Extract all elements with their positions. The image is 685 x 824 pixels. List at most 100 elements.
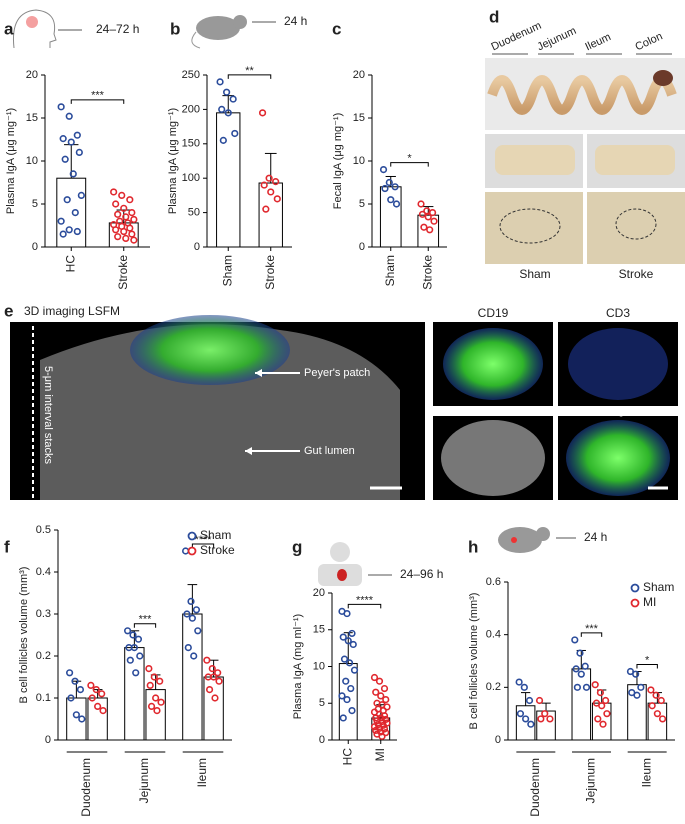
y-tick-label: 0.2 (36, 650, 51, 662)
sig-bracket (191, 543, 215, 548)
data-point (381, 184, 389, 193)
data-point (377, 692, 385, 700)
data-point (347, 684, 355, 693)
data-point (122, 213, 130, 221)
arrow-label: Gut lumen (304, 445, 355, 457)
data-point (71, 677, 79, 685)
segment-label: Ileum (583, 31, 612, 53)
y-tick-label: 15 (353, 112, 365, 124)
x-tick-label: Stroke (116, 255, 130, 290)
data-point (67, 694, 75, 702)
data-point (383, 703, 391, 711)
x-tick-label: Sham (220, 255, 234, 286)
sig-bracket (636, 664, 658, 669)
lsfm-images (10, 315, 678, 500)
timepoint: 24–72 h (96, 22, 139, 36)
sig-bracket (227, 74, 272, 79)
data-point (598, 702, 606, 710)
data-point (153, 706, 161, 715)
data-point (122, 234, 130, 242)
data-point (385, 178, 393, 187)
data-point (214, 669, 222, 677)
data-point (420, 223, 428, 231)
channel-label: CD3 (606, 306, 630, 320)
data-point (67, 138, 75, 146)
y-tick-label: 5 (359, 198, 365, 210)
legend-label: Stroke (200, 543, 235, 557)
y-tick-label: 0 (194, 241, 200, 253)
y-axis-label: B cell follicles volume (mm³) (18, 567, 30, 704)
data-point (515, 678, 523, 686)
data-point (183, 610, 191, 618)
x-tick-label: Jejunum (137, 758, 151, 803)
y-axis-label: Plasma IgA (mg ml⁻¹) (292, 614, 304, 719)
data-point (112, 200, 120, 208)
data-point (541, 710, 549, 718)
data-point (208, 664, 216, 673)
data-point (343, 609, 351, 618)
data-point (99, 706, 107, 715)
data-point (340, 655, 349, 663)
data-point (63, 196, 71, 204)
data-point (387, 196, 395, 204)
data-point (370, 673, 379, 682)
x-tick-label: Ileum (639, 758, 653, 787)
data-point (382, 729, 390, 737)
data-point (94, 702, 102, 711)
y-tick-label: 0.1 (36, 692, 51, 704)
data-point (520, 683, 528, 691)
data-point (379, 166, 388, 174)
data-point (57, 103, 65, 111)
data-point (59, 135, 67, 143)
data-point (430, 217, 438, 225)
sig-bracket (70, 99, 125, 104)
x-tick-label: MI (373, 748, 387, 761)
data-point (110, 188, 118, 196)
data-point (146, 681, 154, 690)
stack-label: 5-μm interval stacks (42, 366, 54, 465)
panel-letter: d (489, 7, 499, 26)
y-tick-label: 20 (26, 69, 38, 81)
data-point (525, 696, 534, 705)
channel-label: Merged (599, 405, 636, 417)
data-point (577, 670, 585, 678)
sig-bracket (390, 162, 429, 167)
data-point (602, 696, 610, 705)
panel-letter: c (332, 19, 341, 38)
data-point (129, 631, 137, 639)
data-point (152, 694, 160, 702)
bar (203, 676, 224, 741)
x-tick-label: Stroke (420, 255, 434, 290)
y-tick-label: 0.4 (486, 629, 501, 641)
legend-marker (187, 546, 197, 556)
data-point (339, 633, 347, 641)
data-point (112, 226, 120, 234)
data-point (648, 702, 656, 710)
data-point (633, 691, 641, 699)
y-tick-label: 0.3 (36, 608, 51, 620)
data-point (218, 105, 226, 113)
data-point (273, 195, 281, 203)
data-point (522, 715, 530, 723)
data-point (426, 226, 434, 234)
data-point (596, 688, 605, 697)
group-label: Sham (519, 267, 550, 281)
data-point (428, 209, 437, 217)
timepoint: 24 h (584, 530, 607, 544)
sig-label: **** (356, 594, 374, 606)
bar (258, 182, 283, 248)
sig-label: *** (91, 90, 105, 102)
data-point (348, 706, 356, 715)
data-point (535, 696, 544, 705)
y-tick-label: 50 (188, 207, 200, 219)
channel-label: CD19 (478, 306, 509, 320)
data-point (576, 649, 584, 657)
data-point (215, 677, 223, 685)
bar (379, 186, 402, 248)
data-point (348, 629, 356, 638)
y-tick-label: 100 (182, 172, 200, 184)
data-point (342, 677, 350, 685)
group-label: Stroke (619, 267, 654, 281)
y-tick-label: 0 (495, 734, 501, 746)
data-point (378, 732, 386, 740)
